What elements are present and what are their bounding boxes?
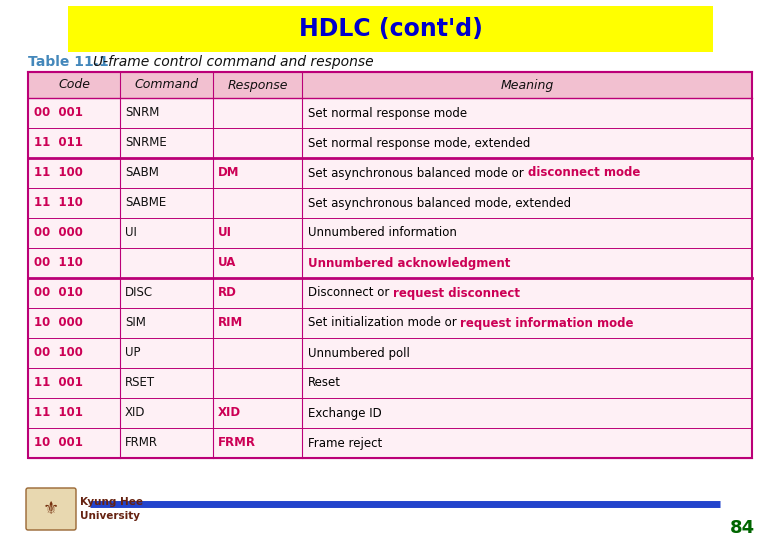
Text: Code: Code [58, 78, 90, 91]
Text: UA: UA [218, 256, 236, 269]
Text: SNRM: SNRM [125, 106, 159, 119]
Text: Frame reject: Frame reject [308, 436, 382, 449]
Text: UI: UI [218, 226, 232, 240]
Bar [28, 278, 752, 308]
Text: 11  101: 11 101 [34, 407, 83, 420]
Text: request information mode: request information mode [460, 316, 634, 329]
Text: Kyung Hee: Kyung Hee [80, 497, 143, 507]
Text: Set normal response mode, extended: Set normal response mode, extended [308, 137, 530, 150]
Bar [28, 308, 752, 338]
Text: Response: Response [227, 78, 288, 91]
Text: 00  000: 00 000 [34, 226, 83, 240]
Text: ⚜: ⚜ [43, 500, 59, 518]
Text: RIM: RIM [218, 316, 243, 329]
Text: 00  001: 00 001 [34, 106, 83, 119]
Text: Exchange ID: Exchange ID [308, 407, 381, 420]
Bar [28, 428, 752, 458]
Bar [28, 188, 752, 218]
Text: 00  010: 00 010 [34, 287, 83, 300]
Text: SIM: SIM [125, 316, 146, 329]
Text: request disconnect: request disconnect [393, 287, 520, 300]
Text: 11  001: 11 001 [34, 376, 83, 389]
Bar [28, 98, 752, 128]
Text: Unnumbered acknowledgment: Unnumbered acknowledgment [308, 256, 510, 269]
Text: FRMR: FRMR [125, 436, 158, 449]
Text: University: University [80, 511, 140, 521]
Text: 11  100: 11 100 [34, 166, 83, 179]
Text: Unnumbered information: Unnumbered information [308, 226, 457, 240]
Text: SNRME: SNRME [125, 137, 167, 150]
Text: DM: DM [218, 166, 239, 179]
Bar [28, 398, 752, 428]
Text: XID: XID [218, 407, 241, 420]
Text: Reset: Reset [308, 376, 341, 389]
Text: FRMR: FRMR [218, 436, 256, 449]
Bar [28, 72, 752, 458]
Bar [28, 338, 752, 368]
Text: SABME: SABME [125, 197, 166, 210]
Text: RSET: RSET [125, 376, 155, 389]
Text: disconnect mode: disconnect mode [527, 166, 640, 179]
Text: 10  001: 10 001 [34, 436, 83, 449]
Bar [28, 218, 752, 248]
Text: 00  110: 00 110 [34, 256, 83, 269]
Text: Command: Command [134, 78, 198, 91]
Bar [68, 6, 713, 52]
Text: Table 11.1: Table 11.1 [28, 55, 108, 69]
Text: UP: UP [125, 347, 140, 360]
Text: 00  100: 00 100 [34, 347, 83, 360]
Text: Set asynchronous balanced mode, extended: Set asynchronous balanced mode, extended [308, 197, 571, 210]
FancyBboxPatch shape [26, 488, 76, 530]
Text: Set normal response mode: Set normal response mode [308, 106, 467, 119]
Text: DISC: DISC [125, 287, 153, 300]
Text: XID: XID [125, 407, 146, 420]
Text: HDLC (cont'd): HDLC (cont'd) [299, 17, 483, 41]
Text: 84: 84 [730, 519, 755, 537]
Text: 11  011: 11 011 [34, 137, 83, 150]
Text: Set asynchronous balanced mode or: Set asynchronous balanced mode or [308, 166, 527, 179]
Bar [28, 128, 752, 158]
Text: Unnumbered poll: Unnumbered poll [308, 347, 410, 360]
Text: Set initialization mode or: Set initialization mode or [308, 316, 460, 329]
Text: SABM: SABM [125, 166, 159, 179]
Bar [28, 158, 752, 188]
Text: Disconnect or: Disconnect or [308, 287, 393, 300]
Text: 10  000: 10 000 [34, 316, 83, 329]
Text: 11  110: 11 110 [34, 197, 83, 210]
Text: UI: UI [125, 226, 136, 240]
Text: U-frame control command and response: U-frame control command and response [93, 55, 374, 69]
Bar [28, 368, 752, 398]
Bar [28, 248, 752, 278]
Text: Meaning: Meaning [501, 78, 554, 91]
Bar [28, 72, 752, 98]
Text: RD: RD [218, 287, 237, 300]
